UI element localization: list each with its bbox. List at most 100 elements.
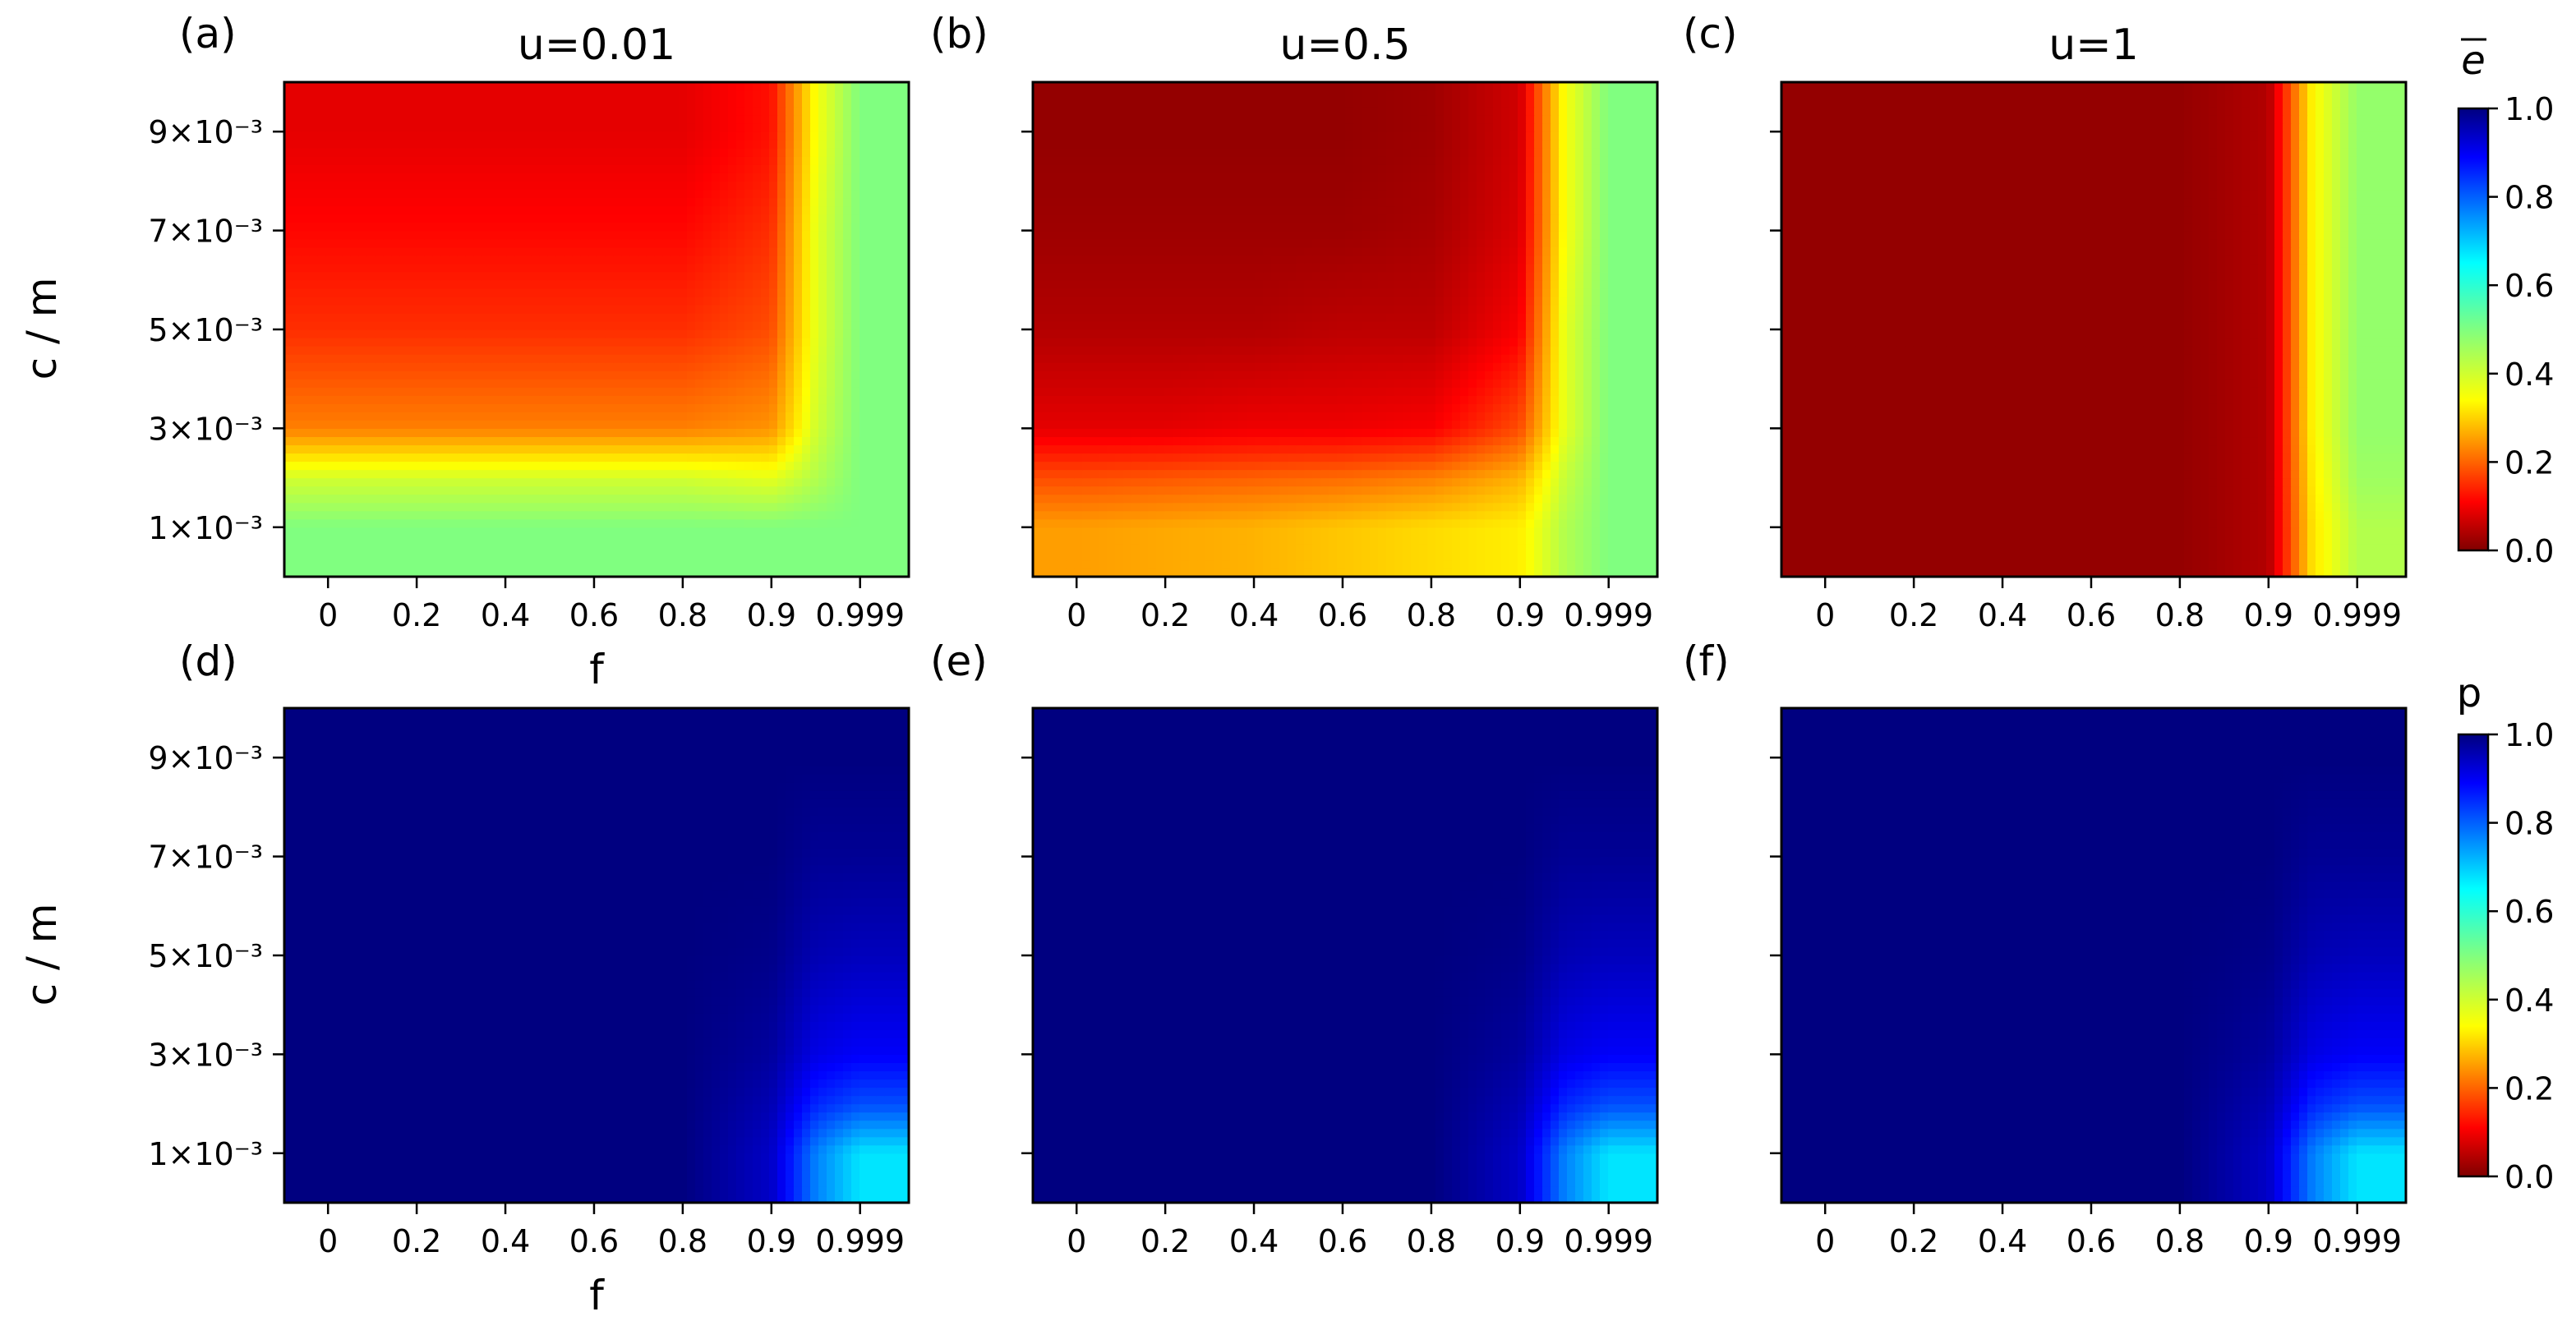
heatmap-cell	[605, 329, 614, 338]
heatmap-cell	[588, 222, 597, 232]
heatmap-cell	[572, 205, 581, 215]
heatmap-cell	[1353, 543, 1362, 553]
heatmap-cell	[506, 205, 515, 215]
heatmap-cell	[876, 205, 885, 215]
heatmap-cell	[416, 255, 425, 265]
heatmap-cell	[1468, 559, 1477, 569]
heatmap-cell	[399, 107, 408, 116]
heatmap-cell	[366, 263, 376, 273]
heatmap-cell	[1140, 527, 1149, 536]
heatmap-cell	[835, 320, 844, 330]
heatmap-cell	[531, 469, 540, 479]
heatmap-cell	[399, 379, 408, 388]
heatmap-cell	[539, 205, 548, 215]
heatmap-cell	[555, 477, 565, 487]
heatmap-cell	[670, 527, 680, 536]
heatmap-cell	[827, 99, 836, 108]
heatmap-cell	[810, 312, 819, 322]
heatmap-cell	[892, 205, 901, 215]
heatmap-cell	[383, 395, 392, 404]
heatmap-cell	[588, 131, 597, 140]
heatmap-cell	[301, 148, 310, 157]
heatmap-cell	[876, 527, 885, 536]
heatmap-cell	[1197, 559, 1206, 569]
heatmap-cell	[506, 90, 515, 99]
heatmap-cell	[350, 164, 359, 173]
heatmap-cell	[391, 403, 400, 412]
heatmap-cell	[580, 246, 589, 256]
heatmap-cell	[884, 518, 893, 528]
heatmap-cell	[753, 559, 762, 569]
heatmap-cell	[580, 387, 589, 396]
heatmap-cell	[670, 395, 680, 404]
heatmap-cell	[769, 115, 778, 124]
heatmap-cell	[720, 395, 729, 404]
heatmap-cell	[293, 477, 302, 487]
heatmap-cell	[835, 189, 844, 199]
heatmap-cell	[375, 543, 384, 553]
heatmap-cell	[416, 559, 425, 569]
heatmap-cell	[695, 279, 704, 289]
heatmap-cell	[391, 346, 400, 355]
heatmap-cell	[1082, 551, 1091, 561]
heatmap-cell	[818, 370, 827, 380]
heatmap-cell	[769, 412, 778, 421]
heatmap-cell	[506, 502, 515, 512]
heatmap-cell	[613, 527, 622, 536]
heatmap-cell	[309, 197, 318, 207]
heatmap-cell	[687, 535, 696, 545]
heatmap-cell	[613, 354, 622, 363]
heatmap-cell	[358, 312, 367, 322]
heatmap-cell	[391, 140, 400, 149]
heatmap-cell	[317, 123, 326, 132]
heatmap-cell	[366, 189, 376, 199]
heatmap-cell	[1205, 568, 1214, 577]
heatmap-cell	[449, 535, 458, 545]
heatmap-cell	[613, 263, 622, 273]
heatmap-cell	[325, 551, 334, 561]
heatmap-cell	[753, 90, 762, 99]
heatmap-cell	[1099, 543, 1108, 553]
heatmap-cell	[859, 568, 869, 577]
heatmap-cell	[679, 279, 688, 289]
heatmap-cell	[1509, 543, 1518, 553]
heatmap-cell	[712, 395, 721, 404]
heatmap-cell	[884, 82, 893, 91]
heatmap-cell	[1329, 543, 1338, 553]
heatmap-cell	[284, 494, 293, 504]
heatmap-cell	[884, 412, 893, 421]
heatmap-cell	[358, 387, 367, 396]
heatmap-cell	[720, 173, 729, 182]
heatmap-cell	[416, 279, 425, 289]
heatmap-cell	[621, 140, 630, 149]
heatmap-cell	[342, 296, 351, 306]
heatmap-cell	[876, 387, 885, 396]
heatmap-cell	[786, 370, 795, 380]
heatmap-cell	[523, 403, 532, 412]
heatmap-cell	[794, 230, 803, 240]
heatmap-cell	[695, 320, 704, 330]
heatmap-cell	[416, 362, 425, 371]
heatmap-cell	[293, 387, 302, 396]
heatmap-cell	[613, 412, 622, 421]
heatmap-cell	[399, 238, 408, 248]
heatmap-cell	[638, 486, 647, 495]
heatmap-cell	[293, 535, 302, 545]
heatmap-cell	[284, 412, 293, 421]
heatmap-cell	[597, 107, 606, 116]
heatmap-cell	[629, 156, 638, 165]
heatmap-cell	[818, 346, 827, 355]
heatmap-cell	[1534, 535, 1543, 545]
heatmap-cell	[629, 412, 638, 421]
heatmap-cell	[588, 428, 597, 438]
heatmap-cell	[366, 354, 376, 363]
heatmap-cell	[744, 362, 753, 371]
heatmap-cell	[547, 107, 556, 116]
heatmap-cell	[473, 255, 482, 265]
heatmap-cell	[1403, 535, 1412, 545]
heatmap-cell	[506, 131, 515, 140]
heatmap-cell	[802, 214, 811, 223]
heatmap-cell	[580, 412, 589, 421]
heatmap-cell	[1575, 559, 1584, 569]
heatmap-cell	[892, 164, 901, 173]
